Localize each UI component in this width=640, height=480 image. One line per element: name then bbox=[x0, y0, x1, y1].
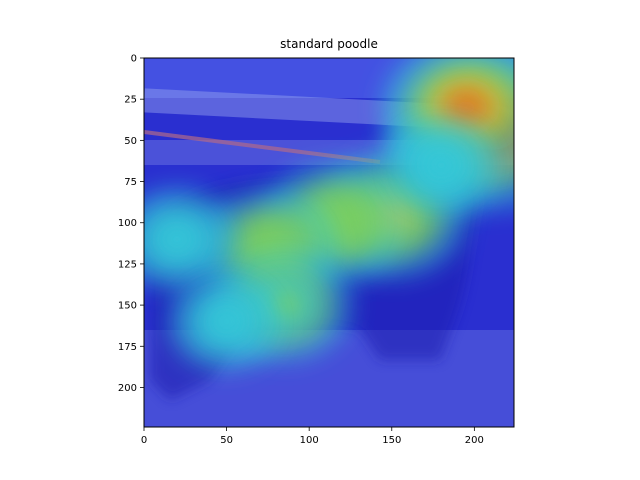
plot-frame bbox=[143, 57, 515, 428]
y-tick-label: 75 bbox=[124, 177, 137, 188]
heat-blob-6-layer-3 bbox=[159, 224, 195, 254]
chart-title: standard poodle bbox=[280, 37, 378, 51]
x-tick-label: 50 bbox=[220, 435, 233, 446]
x-tick-label: 150 bbox=[382, 435, 401, 446]
y-tick-label: 50 bbox=[124, 136, 137, 147]
x-axis: 0 50 100 150 200 bbox=[141, 427, 484, 446]
heat-blob-7-layer-3 bbox=[423, 150, 459, 180]
y-tick-label: 100 bbox=[118, 218, 137, 229]
x-tick-label: 200 bbox=[465, 435, 484, 446]
y-tick-label: 125 bbox=[118, 259, 137, 270]
y-tick-label: 200 bbox=[118, 383, 137, 394]
leash-line bbox=[144, 130, 381, 164]
y-axis: 0 25 50 75 100 125 150 175 200 bbox=[118, 54, 144, 394]
heat-blob-8-layer-3 bbox=[209, 307, 244, 336]
heatmap-image bbox=[144, 58, 514, 427]
y-tick-label: 0 bbox=[131, 54, 137, 65]
y-tick-label: 175 bbox=[118, 342, 137, 353]
x-tick-label: 0 bbox=[141, 435, 147, 446]
x-tick-label: 100 bbox=[300, 435, 319, 446]
y-tick-label: 25 bbox=[124, 95, 137, 106]
y-tick-label: 150 bbox=[118, 301, 137, 312]
